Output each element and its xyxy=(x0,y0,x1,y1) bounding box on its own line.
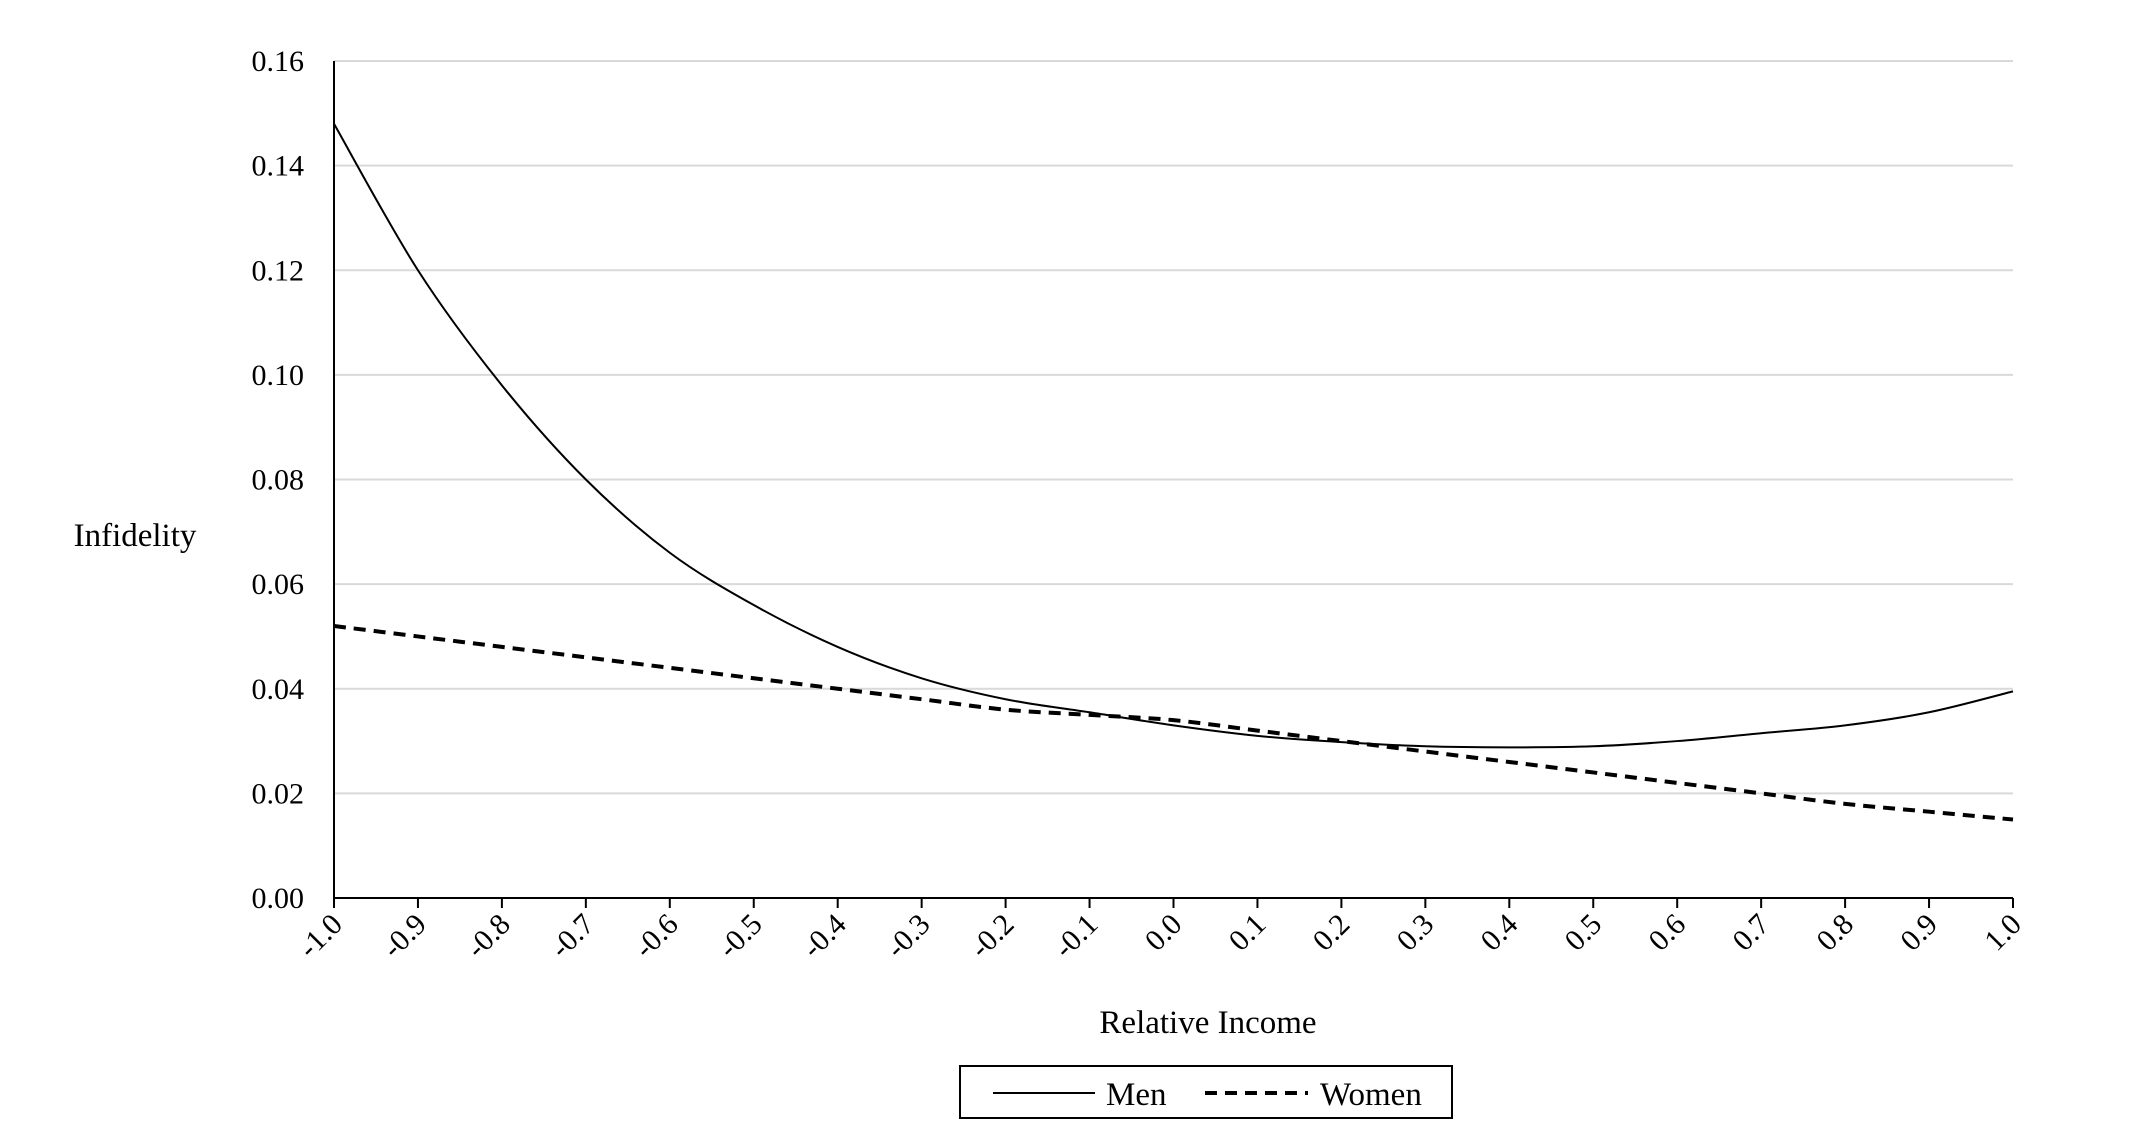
x-tick-label: -0.5 xyxy=(712,908,769,965)
x-tick-label: -0.3 xyxy=(880,908,937,965)
y-tick-label: 0.06 xyxy=(252,568,305,601)
x-tick-label: 0.5 xyxy=(1558,908,1608,958)
series-lines xyxy=(333,123,2014,822)
y-tick-label: 0.08 xyxy=(252,464,305,497)
series-line-women xyxy=(333,623,2014,822)
y-tick-label: 0.00 xyxy=(252,882,305,915)
axes xyxy=(333,61,2014,908)
y-tick-label: 0.16 xyxy=(252,45,305,78)
x-tick-label: -0.6 xyxy=(628,908,685,965)
x-tick-label: -0.4 xyxy=(796,908,853,965)
x-axis-title: Relative Income xyxy=(1099,1005,1316,1041)
x-tick-label: 0.7 xyxy=(1726,908,1776,958)
x-tick-label: 0.1 xyxy=(1223,908,1273,958)
x-tick-label: -0.8 xyxy=(460,908,517,965)
y-axis-title: Infidelity xyxy=(74,518,197,554)
legend: Men Women xyxy=(959,1065,1453,1119)
x-tick-label: 0.9 xyxy=(1894,908,1944,958)
y-tick-label: 0.12 xyxy=(252,254,305,287)
y-tick-label: 0.10 xyxy=(252,359,305,392)
x-tick-label: 0.6 xyxy=(1642,908,1692,958)
x-tick-label: 0.3 xyxy=(1390,908,1440,958)
x-tick-label: -0.9 xyxy=(376,908,433,965)
x-tick-label: 0.2 xyxy=(1306,908,1356,958)
x-tick-label: -0.1 xyxy=(1048,908,1105,965)
y-tick-label: 0.04 xyxy=(252,673,305,706)
series-line-men xyxy=(333,123,2014,749)
x-tick-label: -0.7 xyxy=(544,908,601,965)
x-tick-label: 0.0 xyxy=(1139,908,1189,958)
tick-labels: 0.00 0.02 0.04 0.06 0.08 0.10 0.12 0.14 0.16 -1.0… xyxy=(252,45,2028,965)
x-tick-label: -0.2 xyxy=(964,908,1021,965)
x-tick-label: 0.4 xyxy=(1474,908,1524,958)
y-tick-label: 0.02 xyxy=(252,777,305,810)
legend-label-men: Men xyxy=(1106,1077,1167,1113)
x-tick-label: -1.0 xyxy=(292,908,349,965)
x-tick-label: 1.0 xyxy=(1978,908,2028,958)
y-tick-label: 0.14 xyxy=(252,150,305,183)
x-tick-label: 0.8 xyxy=(1810,908,1860,958)
gridlines xyxy=(334,60,2013,795)
legend-label-women: Women xyxy=(1320,1077,1422,1113)
